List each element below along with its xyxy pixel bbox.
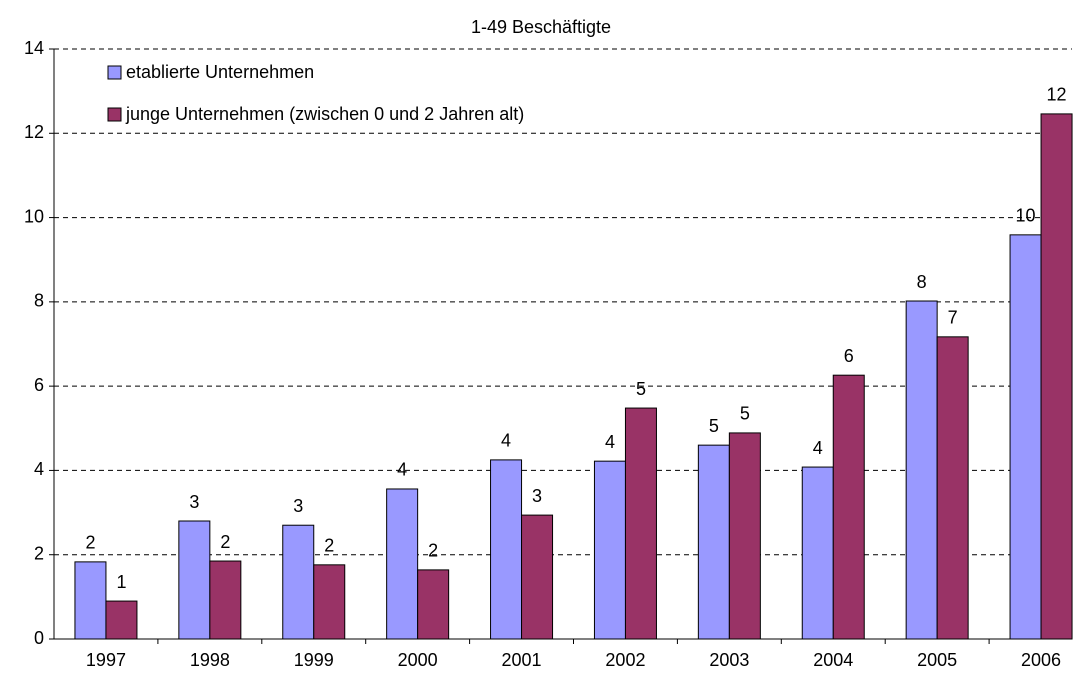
bar <box>178 520 211 640</box>
y-tick-label: 14 <box>24 38 44 58</box>
value-label: 2 <box>324 536 334 556</box>
value-label: 5 <box>636 379 646 399</box>
bar <box>728 432 761 640</box>
value-label: 1 <box>116 572 126 592</box>
x-tick-label: 2003 <box>709 650 749 670</box>
value-label: 12 <box>1047 85 1067 105</box>
x-tick-label: 2002 <box>605 650 645 670</box>
legend-label: etablierte Unternehmen <box>126 62 314 82</box>
value-label: 5 <box>709 416 719 436</box>
bar <box>697 444 730 640</box>
bar <box>936 336 969 640</box>
bar <box>105 600 138 640</box>
chart-title: 1-49 Beschäftigte <box>471 17 611 37</box>
bar <box>905 300 938 640</box>
value-label: 2 <box>85 533 95 553</box>
y-tick-label: 8 <box>34 291 44 311</box>
bar <box>386 488 419 640</box>
value-label: 4 <box>813 438 823 458</box>
value-label: 3 <box>293 496 303 516</box>
bar <box>74 561 107 640</box>
x-tick-label: 2005 <box>917 650 957 670</box>
value-label: 2 <box>220 532 230 552</box>
y-tick-label: 4 <box>34 459 44 479</box>
y-tick-label: 10 <box>24 206 44 226</box>
bar <box>521 514 554 640</box>
bar <box>832 374 865 640</box>
x-tick-label: 2004 <box>813 650 853 670</box>
legend-swatch <box>107 65 122 80</box>
value-label: 8 <box>917 272 927 292</box>
value-label: 3 <box>189 492 199 512</box>
value-label: 10 <box>1016 206 1036 226</box>
x-tick-label: 1997 <box>86 650 126 670</box>
value-label: 3 <box>532 486 542 506</box>
value-label: 4 <box>397 460 407 480</box>
bar <box>593 460 626 640</box>
value-label: 6 <box>844 346 854 366</box>
bar <box>1009 234 1042 640</box>
x-tick-label: 2001 <box>502 650 542 670</box>
y-tick-label: 0 <box>34 628 44 648</box>
bar <box>624 407 657 640</box>
bar <box>1040 113 1073 640</box>
value-label: 7 <box>948 308 958 328</box>
bar <box>313 564 346 640</box>
bar <box>417 569 450 640</box>
value-label: 5 <box>740 404 750 424</box>
legend-swatch <box>107 107 122 122</box>
y-tick-label: 6 <box>34 375 44 395</box>
x-tick-label: 1999 <box>294 650 334 670</box>
bar <box>282 524 315 640</box>
bar <box>801 466 834 640</box>
y-tick-label: 2 <box>34 543 44 563</box>
value-label: 2 <box>428 541 438 561</box>
bar <box>490 459 523 640</box>
x-tick-label: 2000 <box>398 650 438 670</box>
x-tick-label: 1998 <box>190 650 230 670</box>
legend-label: junge Unternehmen (zwischen 0 und 2 Jahr… <box>125 104 524 124</box>
bar <box>209 560 242 640</box>
value-label: 4 <box>605 432 615 452</box>
x-tick-label: 2006 <box>1021 650 1061 670</box>
value-label: 4 <box>501 431 511 451</box>
y-tick-label: 12 <box>24 122 44 142</box>
